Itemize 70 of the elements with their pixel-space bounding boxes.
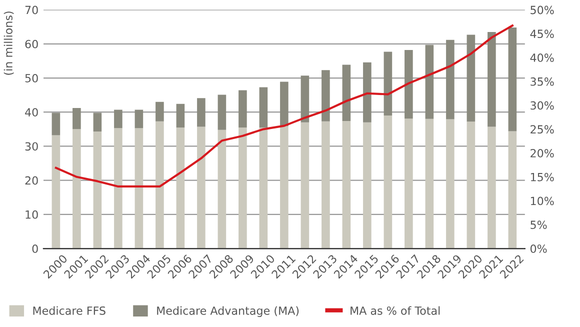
y2-tick-label: 15% — [530, 172, 554, 182]
bar — [114, 110, 122, 128]
bar — [363, 62, 372, 122]
y-tick-label: 40 — [25, 108, 38, 116]
y-tick-label: 10 — [26, 210, 38, 219]
y2-tick-label: 30% — [530, 101, 554, 110]
bar — [404, 50, 413, 119]
bar — [466, 34, 476, 122]
y-tick-label: 60 — [25, 40, 38, 48]
bar — [114, 128, 122, 249]
bar — [508, 131, 517, 249]
y2-tick-label: 50% — [530, 6, 554, 14]
y-tick-label: 70 — [25, 6, 38, 14]
bar — [218, 94, 226, 130]
legend-label: MA as % of Total — [350, 306, 440, 315]
bar — [156, 121, 164, 249]
y2-tick-label: 10% — [530, 196, 554, 206]
bar — [508, 28, 517, 132]
y2-tick-label: 5% — [530, 220, 547, 230]
bar — [384, 52, 392, 116]
y2-tick-label: 40% — [530, 54, 554, 62]
bar — [218, 130, 226, 249]
bar — [363, 122, 372, 249]
bar — [488, 126, 496, 249]
y2-tick-label: 25% — [530, 125, 554, 134]
bar — [238, 127, 247, 249]
bar — [280, 126, 288, 249]
bar — [176, 104, 185, 128]
bar — [466, 122, 476, 249]
bar — [176, 127, 185, 249]
bar — [322, 121, 330, 249]
bar — [425, 44, 434, 119]
bar — [93, 132, 102, 249]
bar — [52, 112, 60, 136]
y-tick-label: 0 — [32, 244, 38, 253]
bar — [322, 70, 330, 122]
y2-tick-label: 0% — [530, 244, 547, 253]
y-axis-title: (in millions) — [4, 12, 14, 75]
bar — [300, 122, 310, 249]
bar — [52, 135, 60, 249]
bar — [384, 116, 392, 249]
y-tick-label: 20 — [25, 176, 38, 185]
bar — [72, 108, 81, 130]
bar — [425, 118, 434, 249]
y-tick-label: 30 — [25, 142, 38, 151]
bar — [156, 102, 164, 122]
y-tick-label: 50 — [25, 74, 38, 82]
bar — [72, 129, 81, 249]
bar — [93, 112, 102, 132]
legend-label: Medicare FFS — [33, 306, 106, 315]
bar — [300, 76, 310, 122]
legend-label: Medicare Advantage (MA) — [157, 306, 299, 317]
y2-tick-label: 45% — [530, 30, 554, 38]
bar — [238, 90, 247, 128]
bar — [404, 118, 413, 249]
bar — [134, 128, 144, 249]
bar — [197, 126, 206, 249]
line-series — [54, 24, 514, 188]
bar — [280, 82, 288, 126]
bar — [259, 87, 268, 128]
bar — [446, 40, 454, 120]
y2-tick-label: 35% — [530, 77, 554, 86]
bar — [342, 64, 351, 121]
bar — [488, 32, 496, 127]
bar — [446, 119, 454, 249]
y2-tick-label: 20% — [530, 149, 554, 158]
bar — [134, 110, 144, 128]
bar — [259, 127, 268, 249]
bar — [342, 120, 351, 249]
bar — [197, 98, 206, 127]
